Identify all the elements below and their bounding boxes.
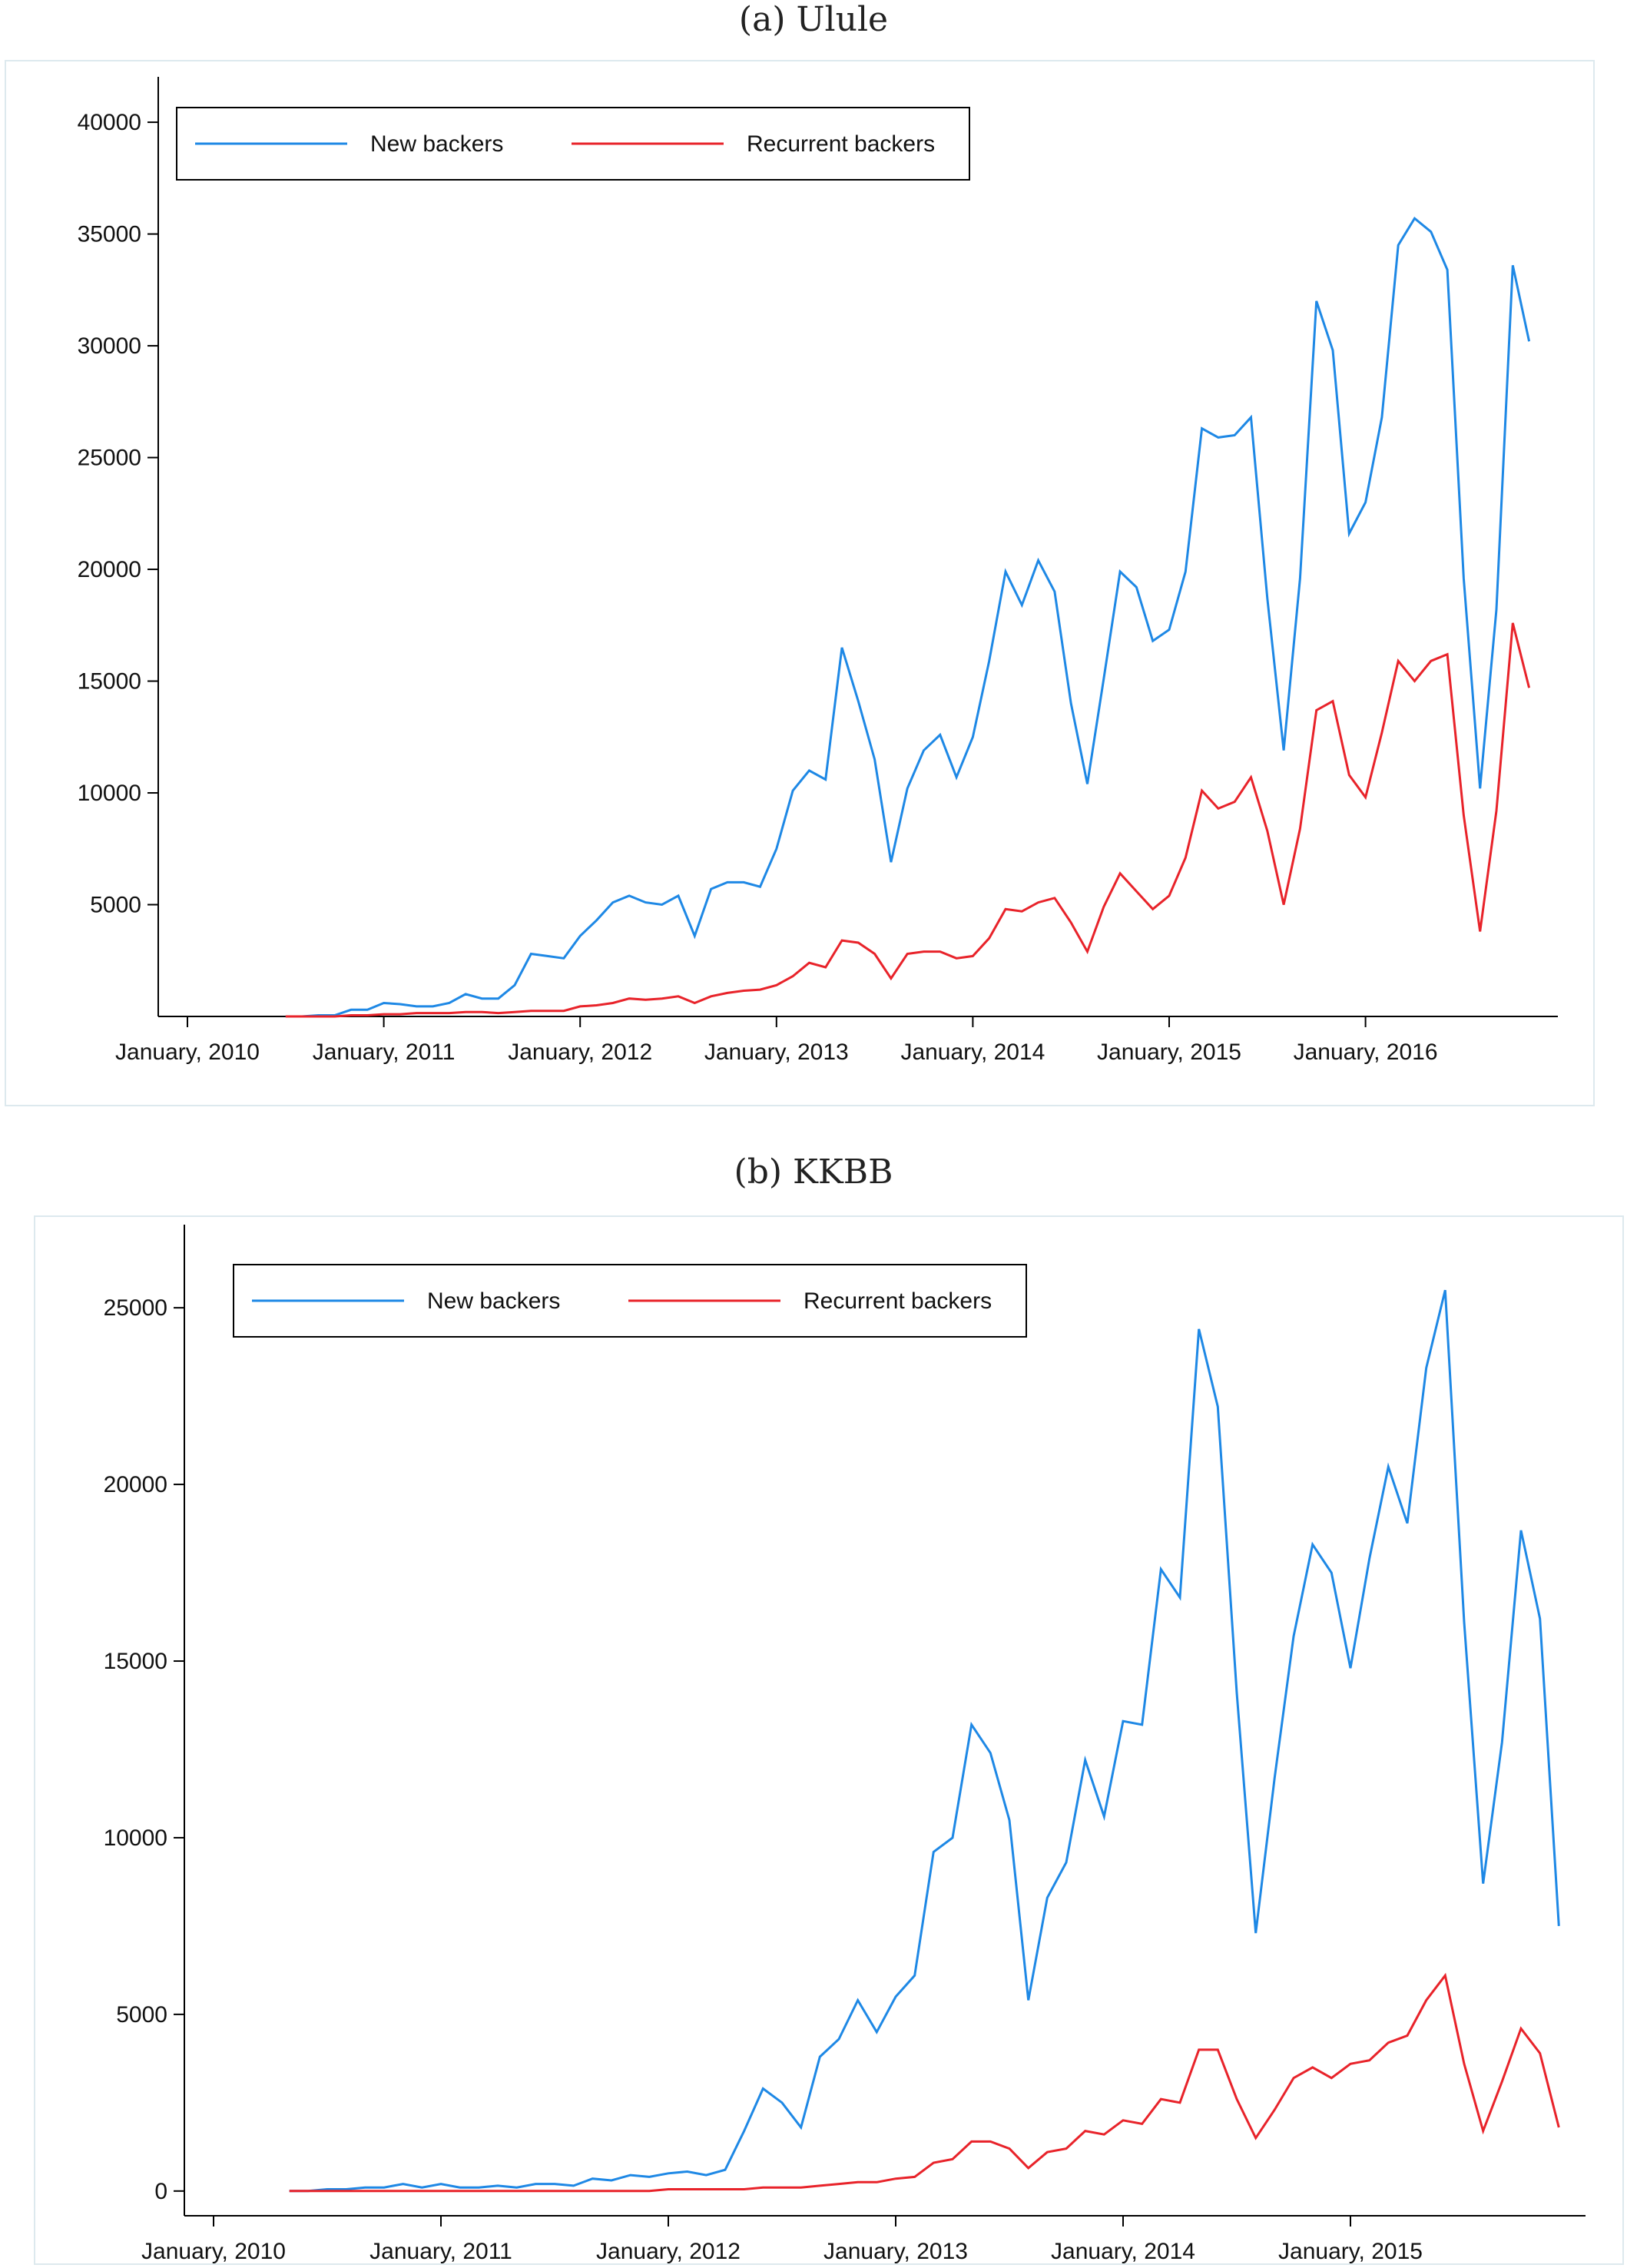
chart-b: 0 5000 10000 15000 20000 25000 January, 2010 Ja…: [34, 1215, 1624, 2265]
b-y-tick-label-3: 15000: [104, 1649, 167, 1674]
chart-a-svg: 5000 10000 15000 20000 25000 30000 35000 40000 J…: [78, 77, 1558, 1065]
b-y-tick-label-5: 25000: [104, 1295, 167, 1321]
b-series-new-backers-line: [289, 1289, 1560, 2193]
a-series-recurrent-backers-line: [285, 622, 1531, 1018]
panel-a-title: (a) Ulule: [738, 0, 889, 39]
a-y-tick-label-1: 10000: [78, 781, 141, 806]
b-x-tick-label-3: January, 2013: [823, 2239, 968, 2263]
b-y-tick-label-4: 20000: [104, 1472, 167, 1497]
panel-b-title: (b) KKBB: [734, 1152, 893, 1192]
a-x-tick-label-5: January, 2015: [1097, 1040, 1241, 1065]
a-x-tick-label-4: January, 2014: [900, 1040, 1045, 1065]
chart-a: 5000 10000 15000 20000 25000 30000 35000 40000 J…: [5, 60, 1595, 1106]
a-legend-new-backers-label: New backers: [370, 131, 503, 157]
chart-b-svg: 0 5000 10000 15000 20000 25000 January, 2010 Ja…: [104, 1225, 1586, 2263]
a-y-tick-label-2: 15000: [78, 669, 141, 695]
b-legend-recurrent-backers-label: Recurrent backers: [804, 1288, 992, 1314]
a-y-tick-label-3: 20000: [78, 557, 141, 582]
b-legend-new-backers-label: New backers: [427, 1288, 560, 1314]
a-y-tick-label-5: 30000: [78, 333, 141, 359]
b-x-tick-label-2: January, 2012: [596, 2239, 741, 2263]
a-y-tick-label-6: 35000: [78, 222, 141, 247]
a-legend-recurrent-backers-label: Recurrent backers: [747, 131, 935, 157]
b-x-tick-label-4: January, 2014: [1051, 2239, 1195, 2263]
a-y-tick-label-0: 5000: [90, 893, 141, 918]
b-y-tick-label-0: 0: [154, 2179, 167, 2204]
a-x-tick-label-6: January, 2016: [1294, 1040, 1438, 1065]
b-series-recurrent-backers-line: [289, 1972, 1560, 2193]
a-y-tick-label-7: 40000: [78, 110, 141, 135]
a-series-new-backers-line: [285, 216, 1531, 1018]
b-x-tick-label-0: January, 2010: [141, 2239, 286, 2263]
a-y-tick-label-4: 25000: [78, 446, 141, 471]
a-x-tick-label-1: January, 2011: [313, 1040, 456, 1065]
b-y-tick-label-2: 10000: [104, 1825, 167, 1851]
b-y-tick-label-1: 5000: [116, 2002, 167, 2028]
a-x-tick-label-2: January, 2012: [508, 1040, 652, 1065]
a-x-tick-label-0: January, 2010: [115, 1040, 260, 1065]
b-x-tick-label-5: January, 2015: [1278, 2239, 1423, 2263]
b-x-tick-label-1: January, 2011: [369, 2239, 512, 2263]
a-x-tick-label-3: January, 2013: [704, 1040, 849, 1065]
